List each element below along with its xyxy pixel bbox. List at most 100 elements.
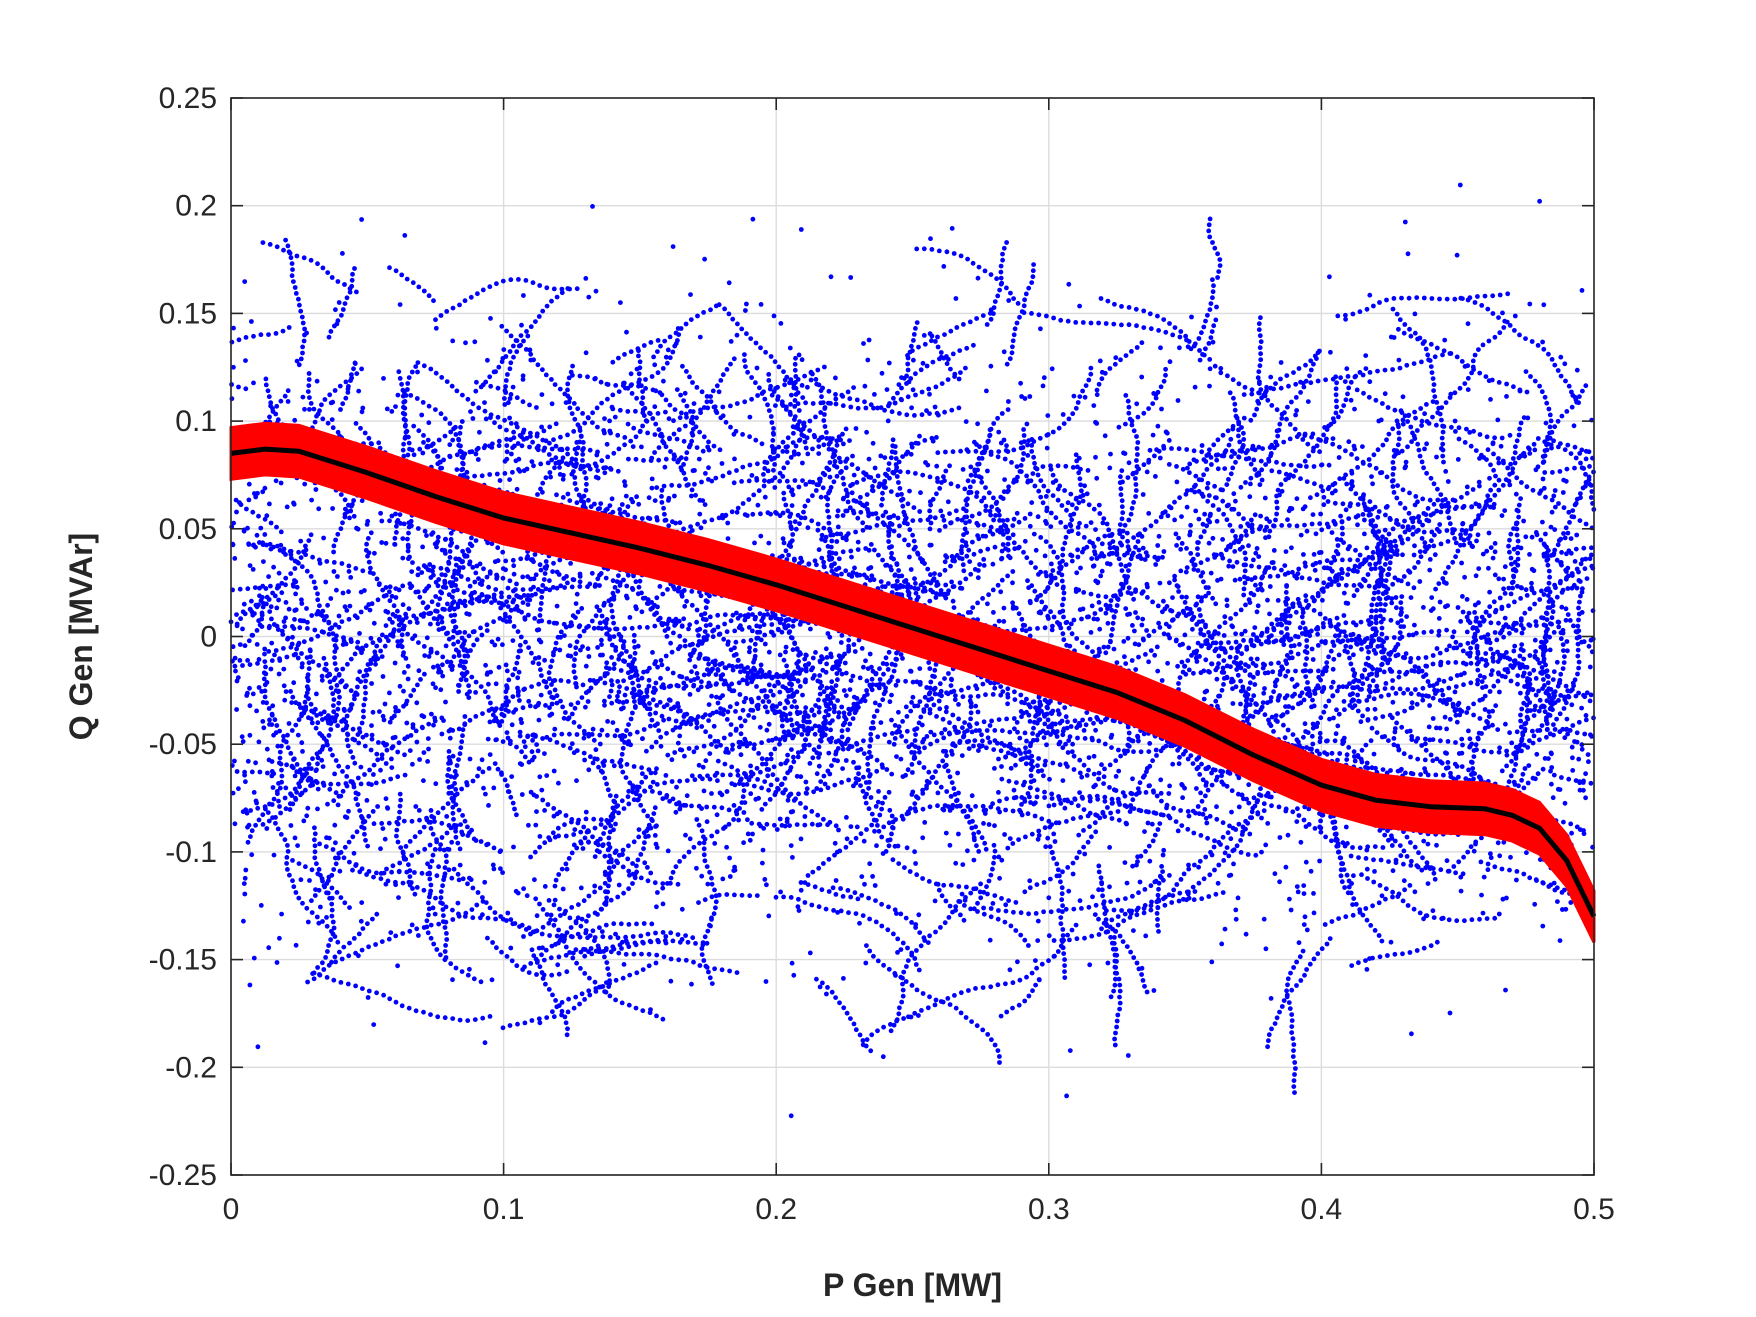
scatter-point: [1038, 535, 1044, 540]
scatter-point: [397, 512, 403, 517]
scatter-point: [1058, 317, 1064, 323]
scatter-point: [879, 901, 884, 907]
scatter-point: [1029, 280, 1035, 285]
scatter-point: [1087, 810, 1093, 816]
scatter-point: [840, 535, 846, 541]
scatter-point: [645, 931, 651, 937]
scatter-point: [1242, 568, 1248, 574]
scatter-point: [453, 432, 459, 437]
scatter-point: [662, 780, 667, 786]
scatter-point: [282, 697, 288, 703]
scatter-point: [331, 867, 337, 872]
scatter-point: [583, 475, 589, 481]
scatter-point: [549, 377, 554, 382]
scatter-point: [836, 710, 842, 716]
scatter-point: [425, 930, 431, 936]
scatter-point: [910, 532, 915, 538]
scatter-point: [1050, 760, 1056, 766]
scatter-point: [825, 502, 830, 508]
scatter-point: [1349, 637, 1355, 643]
scatter-point: [1303, 662, 1308, 667]
scatter-point: [834, 438, 840, 444]
scatter-point: [1050, 568, 1056, 573]
scatter-point: [675, 881, 681, 887]
scatter-point: [245, 839, 251, 845]
scatter-point: [408, 693, 414, 699]
scatter-point: [905, 361, 911, 367]
scatter-point: [1392, 951, 1398, 957]
scatter-point: [764, 767, 770, 772]
scatter-point: [428, 888, 434, 894]
scatter-point: [352, 651, 358, 657]
scatter-point: [1134, 323, 1139, 329]
scatter-point: [618, 511, 623, 516]
scatter-point: [539, 931, 545, 937]
scatter-point: [928, 520, 934, 526]
scatter-point: [1061, 614, 1066, 620]
scatter-point: [583, 487, 589, 493]
scatter-point: [533, 896, 539, 902]
scatter-point: [245, 658, 251, 663]
scatter-point: [556, 971, 562, 977]
scatter-point: [613, 793, 619, 799]
scatter-point: [1249, 563, 1254, 569]
scatter-point: [1067, 734, 1073, 740]
scatter-point: [1071, 767, 1077, 772]
scatter-point: [401, 416, 407, 422]
scatter-point: [1260, 446, 1265, 451]
scatter-point: [534, 972, 539, 977]
scatter-point: [331, 798, 337, 804]
scatter-point: [1337, 444, 1342, 450]
scatter-point: [657, 790, 663, 796]
scatter-point: [1179, 594, 1185, 600]
scatter-point: [374, 990, 379, 996]
scatter-point: [1011, 716, 1017, 721]
scatter-point: [1141, 410, 1147, 416]
scatter-point: [652, 450, 657, 455]
scatter-point: [890, 437, 896, 443]
scatter-point: [375, 757, 381, 763]
scatter-point: [1577, 394, 1582, 399]
scatter-point: [655, 411, 661, 416]
scatter-point: [1210, 503, 1216, 508]
scatter-point: [1208, 301, 1214, 306]
scatter-point: [1364, 306, 1370, 312]
scatter-point: [1568, 821, 1574, 827]
scatter-point: [1440, 498, 1445, 503]
scatter-point: [1190, 884, 1196, 890]
scatter-point: [715, 778, 720, 784]
scatter-point: [492, 420, 497, 426]
scatter-point: [652, 805, 658, 811]
scatter-point: [591, 816, 597, 822]
scatter-point: [613, 848, 619, 854]
scatter-point: [931, 732, 937, 738]
scatter-point: [279, 767, 284, 773]
scatter-point: [713, 475, 719, 481]
scatter-point: [310, 756, 315, 762]
scatter-point: [1367, 683, 1373, 689]
scatter-point: [758, 769, 763, 775]
scatter-point: [574, 451, 579, 457]
scatter-point: [1080, 498, 1086, 504]
scatter-point: [628, 716, 634, 722]
scatter-point: [602, 702, 607, 708]
scatter-point: [1412, 664, 1418, 669]
scatter-point: [927, 526, 933, 532]
scatter-point: [447, 549, 453, 554]
scatter-point: [447, 607, 452, 613]
scatter-point: [1130, 863, 1135, 869]
scatter-point: [1409, 668, 1415, 673]
scatter-point: [510, 557, 516, 563]
scatter-point: [1353, 547, 1358, 553]
scatter-point: [504, 449, 510, 455]
scatter-point: [898, 911, 904, 917]
scatter-point: [1316, 437, 1321, 442]
scatter-point: [306, 761, 312, 767]
scatter-point: [421, 433, 426, 438]
scatter-point: [1068, 491, 1074, 497]
scatter-point: [1421, 295, 1427, 301]
scatter-point: [1304, 464, 1309, 469]
scatter-point: [299, 314, 305, 320]
scatter-point: [1366, 394, 1372, 400]
scatter-point: [999, 776, 1005, 782]
